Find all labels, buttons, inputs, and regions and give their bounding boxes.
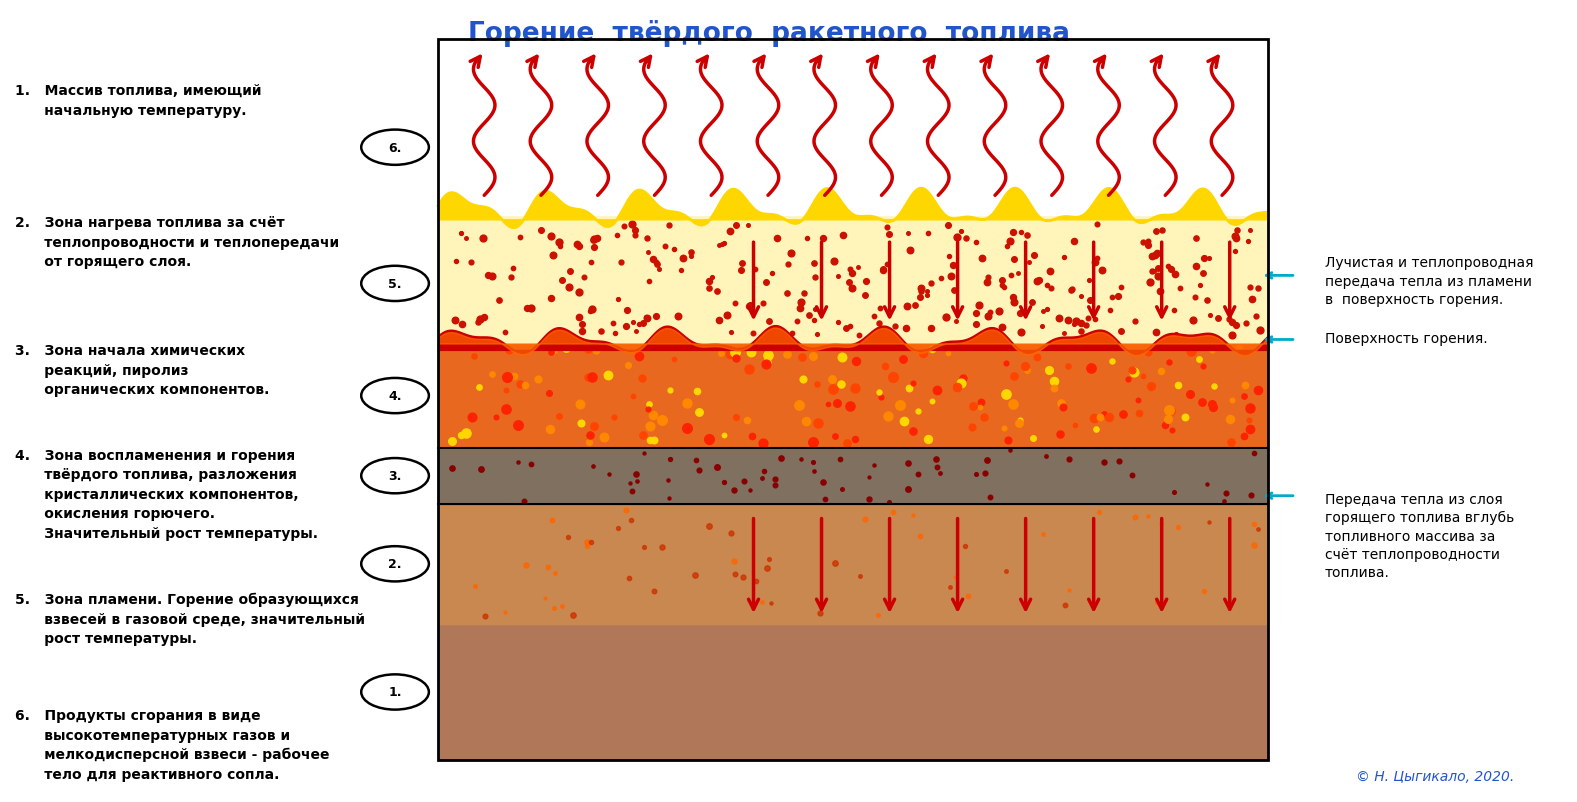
Text: 1.: 1. bbox=[388, 686, 402, 699]
Text: 3.   Зона начала химических
      реакций, пиролиз
      органических компоненто: 3. Зона начала химических реакций, пирол… bbox=[16, 344, 270, 397]
Circle shape bbox=[361, 266, 429, 302]
Circle shape bbox=[361, 546, 429, 581]
Text: 4.   Зона воспламенения и горения
      твёрдого топлива, разложения
      крист: 4. Зона воспламенения и горения твёрдого… bbox=[16, 448, 319, 540]
Text: 3.: 3. bbox=[388, 470, 402, 483]
Text: 5.   Зона пламени. Горение образующихся
      взвесей в газовой среде, значитель: 5. Зона пламени. Горение образующихся вз… bbox=[16, 592, 366, 646]
Text: Лучистая и теплопроводная
передача тепла из пламени
в  поверхность горения.: Лучистая и теплопроводная передача тепла… bbox=[1325, 256, 1533, 307]
Bar bbox=[438, 40, 1268, 760]
Text: 2.   Зона нагрева топлива за счёт
      теплопроводности и теплопередачи
      о: 2. Зона нагрева топлива за счёт теплопро… bbox=[16, 216, 339, 269]
Text: 6.: 6. bbox=[388, 141, 402, 155]
Text: 6.   Продукты сгорания в виде
      высокотемпературных газов и
      мелкодиспе: 6. Продукты сгорания в виде высокотемпер… bbox=[16, 708, 330, 781]
Circle shape bbox=[361, 674, 429, 710]
Text: 2.: 2. bbox=[388, 557, 402, 570]
Text: © Н. Цыгикало, 2020.: © Н. Цыгикало, 2020. bbox=[1356, 768, 1514, 783]
Text: Горение  твёрдого  ракетного  топлива: Горение твёрдого ракетного топлива bbox=[467, 20, 1069, 47]
Circle shape bbox=[361, 379, 429, 414]
Text: 1.   Массив топлива, имеющий
      начальную температуру.: 1. Массив топлива, имеющий начальную тем… bbox=[16, 84, 262, 117]
Text: 5.: 5. bbox=[388, 277, 402, 290]
Text: Поверхность горения.: Поверхность горения. bbox=[1325, 332, 1487, 346]
Circle shape bbox=[361, 459, 429, 494]
Circle shape bbox=[361, 131, 429, 166]
Text: 4.: 4. bbox=[388, 390, 402, 403]
Text: Передача тепла из слоя
горящего топлива вглубь
топливного массива за
счёт теплоп: Передача тепла из слоя горящего топлива … bbox=[1325, 492, 1514, 580]
